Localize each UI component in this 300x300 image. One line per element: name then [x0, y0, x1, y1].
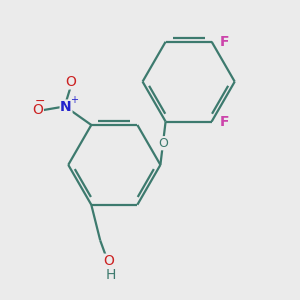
Text: O: O: [32, 103, 43, 117]
Text: F: F: [220, 35, 230, 49]
Text: N: N: [60, 100, 72, 114]
Text: F: F: [220, 115, 230, 128]
Text: +: +: [70, 95, 78, 105]
Text: O: O: [158, 137, 168, 150]
Text: H: H: [105, 268, 116, 282]
Text: O: O: [65, 75, 76, 89]
Text: O: O: [104, 254, 115, 268]
Text: −: −: [35, 95, 45, 108]
